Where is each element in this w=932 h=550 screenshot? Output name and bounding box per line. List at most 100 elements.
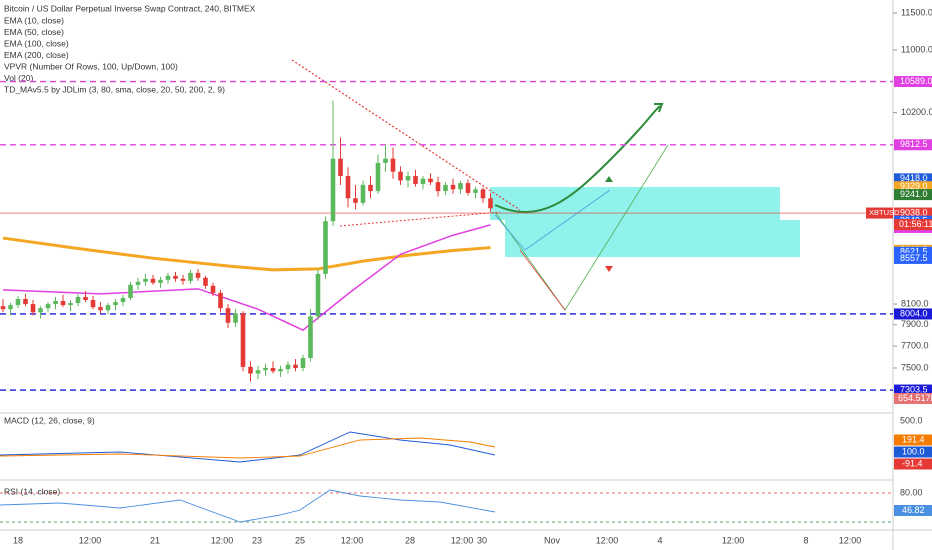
candle-body [143, 278, 148, 282]
candle-body [128, 284, 133, 298]
candle-body [158, 279, 163, 283]
candle-body [135, 281, 141, 285]
candle-body [345, 176, 351, 199]
x-tick-label: 12:00 [722, 535, 745, 545]
symbol-label: XBTUSD [869, 208, 900, 217]
y-tick-label: 10200.0 [901, 107, 932, 117]
candle-body [225, 308, 231, 323]
candle-body [8, 305, 13, 310]
price-tag-label: 9329.0 [900, 181, 928, 191]
macd-tag [894, 458, 932, 470]
price-tag [894, 252, 932, 264]
projection-box [490, 187, 780, 220]
candle-body [278, 369, 283, 372]
candle-body [210, 285, 216, 293]
candle-body [300, 358, 306, 368]
price-tag-label: 9812.5 [900, 139, 928, 149]
candle-body [98, 307, 103, 311]
y-tick-label: 8100.0 [901, 298, 929, 308]
x-tick-label: 18 [13, 535, 23, 545]
rsi-tick: 80.00 [900, 487, 923, 497]
arrow-head [654, 103, 664, 113]
candle-body [338, 158, 343, 177]
macd-title: MACD (12, 26, close, 9) [4, 415, 95, 425]
candle-body [330, 158, 336, 222]
legend-entry: EMA (200, close) [4, 50, 69, 60]
y-tick-label: 7900.0 [901, 319, 929, 329]
y-tick-label: 11500.0 [901, 7, 932, 17]
macd-tick: 500.0 [900, 415, 923, 425]
x-tick-label: 28 [405, 535, 415, 545]
candle-body [368, 184, 373, 192]
countdown-tag [894, 219, 932, 231]
rsi-label: 46.82 [902, 505, 925, 515]
x-tick-label: 8 [803, 535, 808, 545]
candle-body [165, 275, 171, 280]
down-arrow [605, 266, 613, 272]
price-tag [894, 207, 932, 219]
candle-body [150, 278, 156, 283]
candle-body [480, 189, 486, 199]
volume-tag [894, 393, 932, 404]
x-tick-label: 21 [150, 535, 160, 545]
candle-body [263, 367, 268, 371]
macd-line [0, 431, 496, 463]
candle-body [240, 313, 246, 367]
projection-arrow [494, 105, 661, 214]
macd-tag [894, 434, 932, 446]
candle-body [428, 178, 433, 183]
x-tick-label: 12:00 [596, 535, 619, 545]
candle-body [488, 198, 493, 209]
rsi-line [0, 489, 496, 523]
price-tag-label: 8557.5 [900, 253, 928, 263]
candle-body [218, 292, 223, 309]
candle-body [360, 184, 366, 203]
candle-body [188, 272, 193, 281]
volume-label: 654.517M [898, 393, 932, 403]
price-tag-label: 10589.0 [900, 76, 932, 86]
price-tag [894, 189, 932, 201]
candle-body [233, 313, 238, 323]
x-tick-label: 12:00 [211, 535, 234, 545]
candle-body [23, 298, 28, 305]
countdown-label: 01:56:11 [899, 219, 932, 229]
candle-body [450, 184, 456, 190]
candle-body [38, 308, 43, 313]
x-tick-label: 12:00 [839, 535, 862, 545]
candle-body [180, 278, 186, 281]
up-arrow [605, 176, 613, 182]
legend-entry: EMA (100, close) [4, 38, 69, 48]
x-tick-label: 12:00 [79, 535, 102, 545]
rsi-tag [894, 505, 932, 516]
signal-line [0, 437, 496, 459]
x-tick-label: 23 [252, 535, 262, 545]
candle-body [285, 364, 291, 370]
candle-body [15, 298, 21, 306]
candle-body [353, 198, 358, 203]
candle-body [203, 277, 208, 286]
candle-body [0, 306, 6, 310]
candle-body [398, 171, 403, 181]
candle-body [443, 184, 448, 192]
candle-body [413, 176, 418, 184]
macd-label: -91.4 [902, 458, 923, 468]
rsi-title: RSI (14, close) [4, 486, 60, 496]
price-tag [894, 139, 932, 151]
symbol-tag [866, 207, 893, 219]
candle-body [195, 272, 201, 278]
candle-body [113, 302, 118, 306]
x-tick-label: Nov [544, 535, 561, 545]
price-tag [894, 308, 932, 320]
candle-body [53, 300, 58, 305]
legend-entry: TD_MAv5.5 by JDLim (3, 80, sma, close, 2… [4, 84, 225, 94]
x-tick-label: 12:00 [341, 535, 364, 545]
candle-body [375, 162, 381, 192]
candle-body [315, 273, 321, 317]
candle-body [68, 303, 73, 306]
candle-body [75, 296, 81, 304]
y-tick-label: 11000.0 [901, 44, 932, 54]
candle-body [308, 316, 313, 359]
candle-body [173, 275, 178, 279]
candle-body [248, 366, 253, 374]
candle-body [473, 189, 478, 193]
